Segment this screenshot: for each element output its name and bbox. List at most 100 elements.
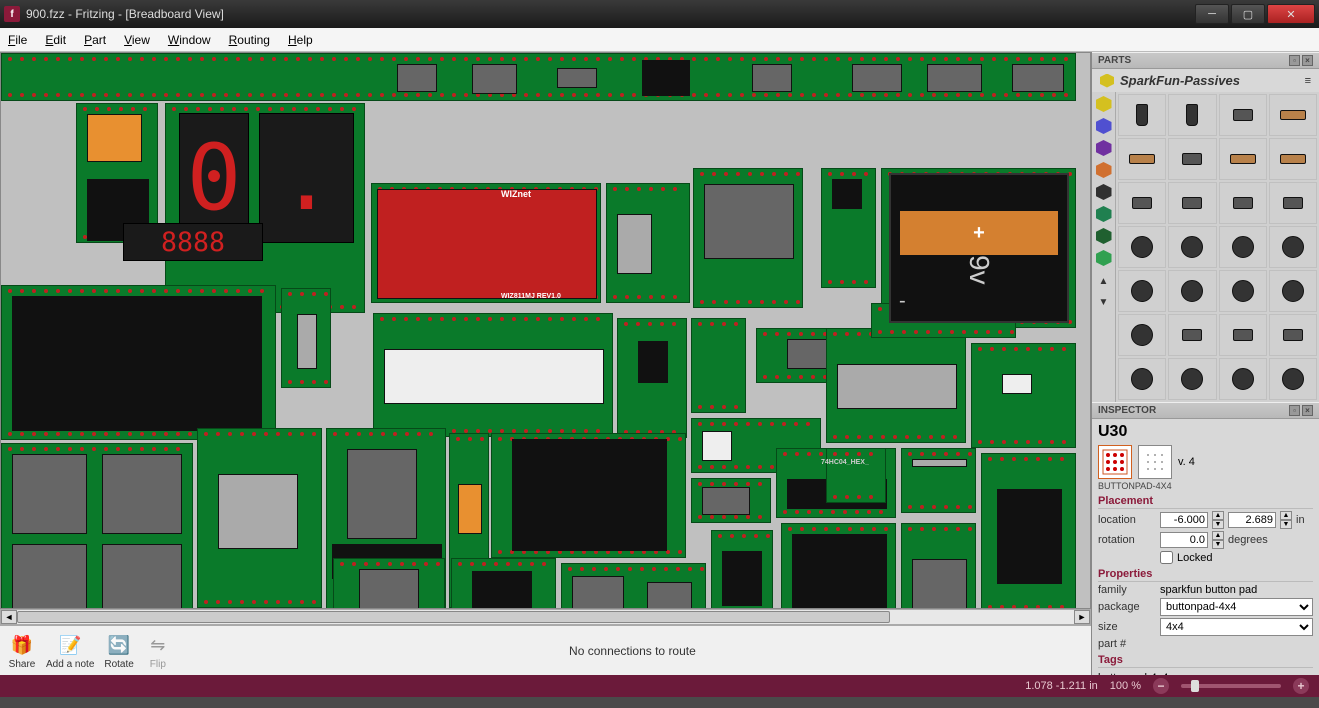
component[interactable] (617, 214, 652, 274)
pcb-board[interactable] (1, 53, 1076, 101)
x-stepper[interactable]: ▲▼ (1212, 511, 1224, 529)
component[interactable] (359, 569, 419, 609)
scroll-thumb[interactable] (17, 611, 890, 623)
pcb-board[interactable] (371, 183, 601, 303)
bin-category-tab[interactable] (1096, 228, 1112, 244)
component[interactable] (787, 339, 827, 369)
pcb-board[interactable] (821, 168, 876, 288)
component[interactable] (512, 439, 667, 551)
bin-category-tab[interactable] (1096, 250, 1112, 266)
rotation-stepper[interactable]: ▲▼ (1212, 531, 1224, 549)
battery-9v[interactable]: +9v- (889, 173, 1069, 323)
bin-part-cell[interactable] (1269, 314, 1317, 356)
component[interactable] (702, 487, 750, 515)
component[interactable] (297, 314, 317, 369)
bin-part-cell[interactable] (1118, 226, 1166, 268)
pcb-board[interactable] (971, 343, 1076, 448)
pcb-board[interactable] (606, 183, 690, 303)
component[interactable] (752, 64, 792, 92)
component[interactable] (638, 341, 668, 383)
pcb-board[interactable] (691, 478, 771, 523)
panel-undock-icon[interactable]: ▫ (1289, 55, 1300, 66)
bin-category-tab[interactable] (1096, 206, 1112, 222)
bin-category-tab[interactable] (1096, 162, 1112, 178)
component[interactable] (218, 474, 298, 549)
bin-part-cell[interactable] (1118, 270, 1166, 312)
component[interactable] (792, 534, 887, 609)
component[interactable] (377, 189, 597, 299)
pcb-board[interactable] (826, 448, 886, 503)
pcb-board[interactable] (333, 558, 445, 609)
pcb-board[interactable] (826, 328, 966, 443)
pcb-board[interactable] (1, 285, 276, 440)
pcb-board[interactable] (693, 168, 803, 308)
zoom-knob[interactable] (1191, 680, 1199, 692)
bin-category-tab[interactable] (1096, 96, 1112, 112)
bin-part-cell[interactable] (1168, 314, 1216, 356)
component[interactable] (704, 184, 794, 259)
add-note-button[interactable]: 📝 Add a note (46, 631, 94, 670)
pcb-board[interactable] (451, 558, 556, 609)
component[interactable] (557, 68, 597, 88)
menu-edit[interactable]: Edit (45, 33, 66, 47)
zoom-out-button[interactable]: − (1153, 678, 1169, 694)
bin-part-cell[interactable] (1219, 138, 1267, 180)
menu-part[interactable]: Part (84, 33, 106, 47)
maximize-button[interactable]: ▢ (1231, 4, 1265, 24)
minimize-button[interactable]: ─ (1195, 4, 1229, 24)
breadboard-thumb[interactable] (1098, 445, 1132, 479)
size-select[interactable]: 4x4 (1160, 618, 1313, 636)
bin-part-cell[interactable] (1118, 358, 1166, 400)
bin-part-cell[interactable] (1168, 138, 1216, 180)
breadboard-canvas[interactable]: 0.8888+9v-WIZnetWIZ811MJ REV1.074HC04_HE… (0, 52, 1091, 609)
pcb-board[interactable] (491, 433, 686, 558)
pcb-board[interactable] (373, 313, 613, 437)
pcb-board[interactable] (76, 103, 158, 243)
panel-undock-icon[interactable]: ▫ (1289, 405, 1300, 416)
scroll-right-arrow[interactable]: ► (1074, 610, 1090, 624)
component[interactable] (702, 431, 732, 461)
bin-part-cell[interactable] (1168, 358, 1216, 400)
pcb-board[interactable] (781, 523, 896, 609)
bin-part-cell[interactable] (1219, 182, 1267, 224)
component[interactable] (912, 459, 967, 467)
menu-view[interactable]: View (124, 33, 150, 47)
component[interactable] (397, 64, 437, 92)
component[interactable] (347, 449, 417, 539)
parts-panel-header[interactable]: PARTS ▫× (1092, 52, 1319, 69)
component[interactable] (1002, 374, 1032, 394)
component[interactable] (832, 179, 862, 209)
rotation-input[interactable] (1160, 532, 1208, 548)
bin-category-tab[interactable] (1096, 140, 1112, 156)
inspector-panel-header[interactable]: INSPECTOR ▫× (1092, 402, 1319, 419)
bin-part-cell[interactable] (1168, 94, 1216, 136)
package-select[interactable]: buttonpad-4x4 (1160, 598, 1313, 616)
pcb-board[interactable] (1, 443, 193, 609)
bin-part-cell[interactable] (1118, 314, 1166, 356)
seven-segment-display[interactable]: 8888 (123, 223, 263, 261)
bin-part-cell[interactable] (1269, 358, 1317, 400)
menu-file[interactable]: File (8, 33, 27, 47)
bin-part-cell[interactable] (1168, 270, 1216, 312)
horizontal-scrollbar[interactable]: ◄ ► (0, 609, 1091, 625)
bin-scroll-down[interactable]: ▼ (1099, 297, 1109, 308)
bin-part-cell[interactable] (1118, 94, 1166, 136)
component[interactable] (12, 544, 87, 609)
bin-part-cell[interactable] (1168, 182, 1216, 224)
zoom-slider[interactable] (1181, 684, 1281, 688)
zoom-in-button[interactable]: + (1293, 678, 1309, 694)
schematic-thumb[interactable] (1138, 445, 1172, 479)
component[interactable] (1012, 64, 1064, 92)
component[interactable] (472, 64, 517, 94)
pcb-board[interactable] (901, 448, 976, 513)
component[interactable] (912, 559, 967, 609)
component[interactable] (472, 571, 532, 609)
pcb-board[interactable] (281, 288, 331, 388)
bin-part-cell[interactable] (1168, 226, 1216, 268)
component[interactable] (384, 349, 604, 404)
menu-window[interactable]: Window (168, 33, 211, 47)
share-button[interactable]: 🎁 Share (8, 631, 36, 670)
locked-checkbox[interactable] (1160, 551, 1173, 564)
bin-scroll-up[interactable]: ▲ (1099, 276, 1109, 287)
close-button[interactable]: ✕ (1267, 4, 1315, 24)
